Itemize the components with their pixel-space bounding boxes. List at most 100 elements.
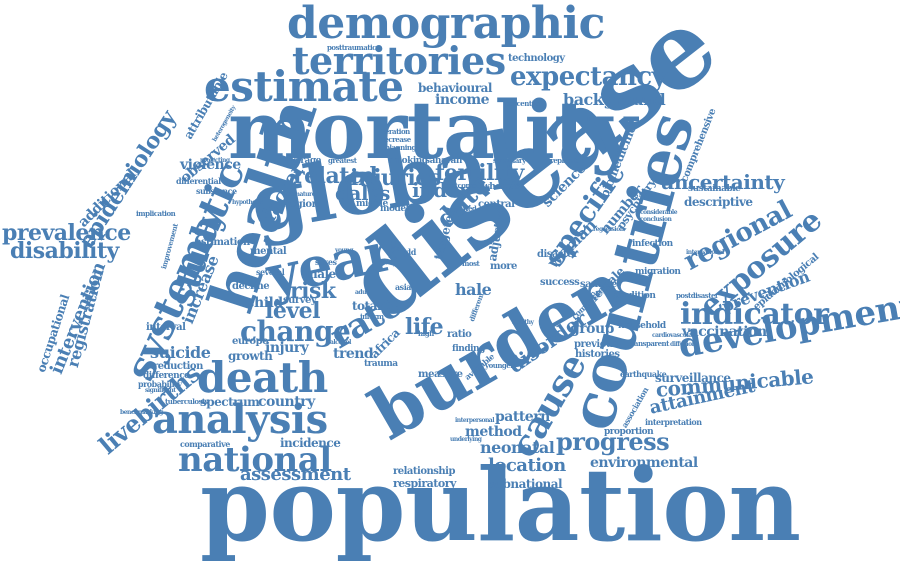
word-varied: varied (455, 204, 477, 213)
word-average: average (285, 156, 321, 166)
word-middle: middle (356, 199, 388, 209)
word-spectrum: spectrum (200, 395, 260, 409)
word-alcohol: alcohol (330, 339, 351, 346)
word-risk: risk (290, 278, 336, 304)
word-percentile: percentile (505, 99, 540, 108)
word-substance: substance (196, 186, 237, 196)
word-central: central (478, 199, 515, 210)
word-incidence: incidence (280, 436, 341, 450)
word-population: population (200, 446, 801, 564)
word-male: male (305, 267, 336, 281)
word-differential: differential (176, 176, 221, 186)
word-summary: summary (493, 156, 526, 165)
word-survey: survey (283, 295, 317, 306)
word-condition: condition (612, 291, 656, 301)
word-transparent: transparent (628, 339, 669, 348)
word-death: death (197, 353, 328, 402)
word-trend: trend (333, 346, 374, 362)
word-national: national (178, 440, 332, 480)
word-country: country (258, 394, 315, 410)
word-greatest: greatest (328, 156, 357, 165)
word-descriptive: descriptive (684, 195, 753, 209)
word-expectancy: expectancy (510, 62, 667, 92)
word-mental: mental (250, 246, 287, 257)
word-total: total (352, 299, 381, 313)
word-location: location (488, 455, 566, 476)
word-replicable: replicable (550, 156, 585, 165)
word-injuries: injuries (350, 165, 441, 191)
word-migration: migration (635, 267, 681, 277)
word-decline: decline (232, 281, 270, 292)
word-underlying: underlying (450, 436, 482, 443)
word-young: young (335, 247, 353, 254)
word-life: life (405, 314, 444, 340)
word-method: method (465, 424, 522, 440)
word-vaccination: vaccination (682, 324, 767, 340)
word-sexes: sexes (315, 257, 337, 267)
word-level: level (265, 298, 321, 324)
word-diffusion: diffusion (670, 341, 696, 348)
word-iteration: iteration (380, 127, 410, 136)
word-index: index (412, 178, 471, 202)
word-interpretation: interpretation (645, 417, 702, 427)
word-dalys: dalys (335, 181, 390, 205)
word-benchmarking: benchmarking (120, 409, 163, 416)
word-indicator: indicator (680, 297, 829, 332)
word-whereas: whereas (482, 182, 520, 192)
word-surveillance: surveillance (655, 371, 731, 385)
word-environmental: environmental (590, 455, 698, 471)
word-progress: progress (556, 427, 670, 456)
word-difference: difference (143, 371, 190, 381)
word-projecting: projecting (200, 157, 230, 164)
word-estimation: estimation (195, 237, 250, 248)
word-uncertainty: uncertainty (660, 170, 785, 194)
word-change: change (240, 315, 351, 348)
word-fertility: fertility (435, 160, 524, 186)
word-interval: interval (146, 322, 186, 333)
word-disaster: disaster (537, 249, 578, 260)
word-respiratory: respiratory (393, 477, 456, 490)
word-several: several (256, 267, 285, 277)
word-premature: premature (284, 191, 316, 198)
word-smoking: smoking (388, 156, 428, 166)
word-histories: histories (575, 349, 620, 360)
word-reduction: reduction (153, 361, 203, 372)
word-injury: injury (265, 340, 309, 356)
word-planning: planning (385, 143, 416, 152)
word-related: related (293, 163, 378, 189)
word-earthquake: earthquake (620, 369, 667, 379)
word-international: international (686, 249, 724, 256)
word-probability: probability (138, 379, 182, 389)
word-territories: territories (292, 38, 506, 83)
word-mortality: mortality (228, 83, 637, 177)
word-demographic: demographic (287, 0, 605, 49)
word-more: more (490, 261, 517, 272)
word-interpersonal: interpersonal (455, 417, 494, 424)
word-adult: adult (355, 289, 371, 296)
word-inform: inform (360, 312, 384, 321)
word-younger: younger (485, 361, 514, 370)
word-suicide: suicide (150, 343, 211, 362)
word-high: high (418, 329, 434, 338)
word-considerable: considerable (640, 209, 678, 216)
word-hypothesis: hypothesis (232, 199, 264, 206)
word-sample: sample (580, 279, 617, 290)
word-yld: yld (404, 247, 416, 257)
word-household: household (618, 321, 666, 331)
word-disability: disability (10, 238, 119, 264)
word-neonatal: neonatal (480, 438, 555, 457)
word-prevalence: prevalence (2, 220, 131, 246)
word-region: region (285, 199, 319, 210)
word-measure: measure (418, 369, 463, 380)
word-implication: implication (136, 209, 176, 218)
word-cardiovascular: cardiovascular (652, 332, 695, 339)
word-postdisaster: postdisaster (676, 291, 719, 300)
word-most: most (462, 259, 480, 268)
word-technology: technology (508, 53, 565, 64)
word-asia: asia (395, 282, 411, 292)
word-estimate: estimate (204, 62, 404, 111)
word-success: success (540, 277, 580, 288)
word-proportion: proportion (604, 427, 654, 437)
word-assessment: assessment (240, 464, 351, 485)
